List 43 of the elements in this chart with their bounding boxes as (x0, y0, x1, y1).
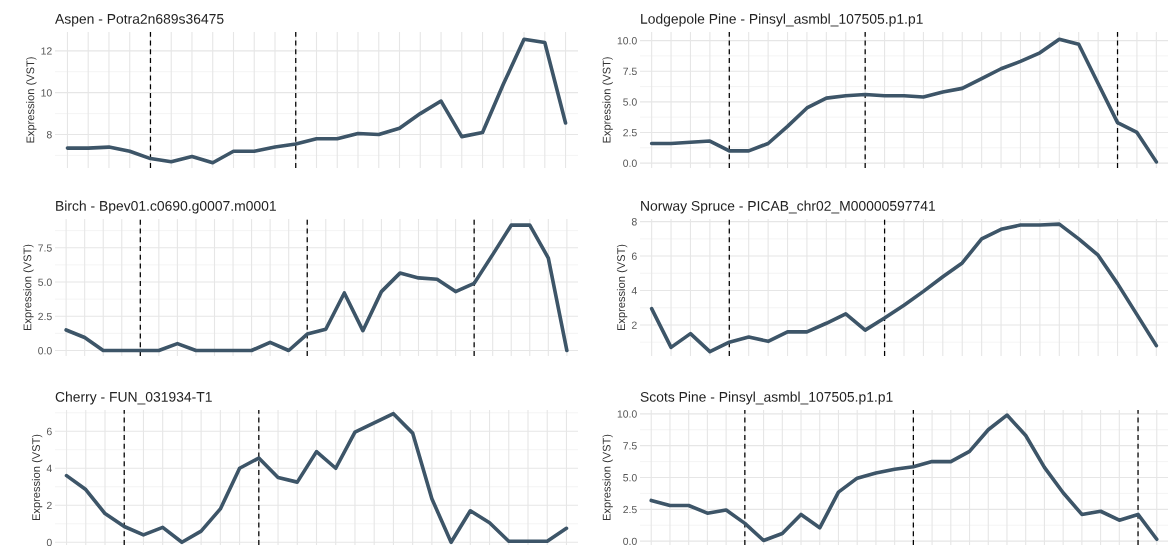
chart-title: Aspen - Potra2n689s36475 (55, 13, 224, 27)
line-series (64, 223, 569, 353)
y-tick-label: 5.0 (38, 278, 52, 286)
y-tick-label: 5.0 (623, 98, 637, 106)
y-tick-label: 7.5 (623, 67, 637, 76)
y-tick-label: 2 (631, 321, 637, 329)
y-axis-title: Expression (VST) (23, 244, 34, 331)
y-tick-label: 10.0 (617, 37, 637, 45)
y-tick-label: 0.0 (623, 159, 637, 167)
y-tick-label: 7.5 (38, 244, 52, 252)
chart-title: Lodgepole Pine - Pinsyl_asmbl_107505.p1.p1 (641, 13, 923, 27)
chart-title: Scots Pine - Pinsyl_asmbl_107505.p1.p1 (640, 391, 893, 405)
y-tick-label: 4 (46, 464, 52, 473)
line-series (649, 413, 1159, 543)
y-tick-label: 6 (46, 427, 52, 436)
y-tick-label: 0 (46, 538, 52, 547)
y-tick-label: 2 (46, 501, 52, 510)
y-tick-label: 2.5 (623, 128, 637, 137)
y-axis-title: Expression (VST) (602, 57, 613, 143)
line-series (64, 411, 569, 545)
y-tick-label: 4 (631, 287, 637, 295)
y-tick-label: 10 (41, 89, 52, 97)
y-tick-label: 2.5 (623, 505, 637, 514)
chart-title: Birch - Bpev01.c0690.g0007.m0001 (56, 200, 276, 214)
line-series (649, 37, 1159, 164)
y-tick-label: 0.0 (38, 347, 52, 355)
y-axis-title: Expression (VST) (616, 244, 628, 331)
y-tick-label: 7.5 (623, 442, 637, 450)
y-axis-title: Expression (VST) (31, 434, 43, 521)
y-tick-label: 8 (46, 131, 52, 139)
y-tick-label: 0.0 (623, 537, 637, 546)
y-tick-label: 10.0 (617, 410, 637, 418)
y-tick-label: 2.5 (38, 312, 52, 321)
y-tick-label: 12 (41, 47, 52, 55)
y-tick-label: 5.0 (623, 474, 637, 482)
y-tick-label: 8 (631, 218, 637, 226)
chart-title: Norway Spruce - PICAB_chr02_M00000597741 (641, 200, 936, 214)
y-axis-title: Expression (VST) (602, 434, 613, 521)
line-series (65, 37, 568, 165)
line-series (649, 222, 1159, 354)
chart-title: Cherry - FUN_031934-T1 (55, 391, 212, 405)
y-tick-label: 6 (631, 252, 637, 260)
y-axis-title: Expression (VST) (26, 57, 37, 143)
